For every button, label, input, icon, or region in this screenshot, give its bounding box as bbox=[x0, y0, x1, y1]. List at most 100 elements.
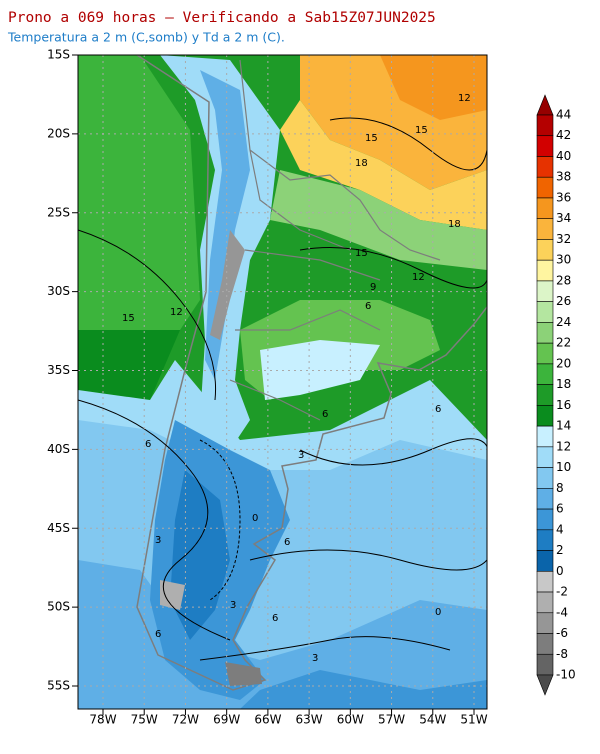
lon-label: 57W bbox=[378, 713, 405, 727]
contour-label: 6 bbox=[284, 537, 290, 548]
lat-label: 40S bbox=[47, 442, 70, 456]
lon-label: 54W bbox=[419, 713, 446, 727]
colorbar-label: 10 bbox=[556, 460, 571, 474]
contour-label: 15 bbox=[415, 125, 428, 136]
colorbar-segment bbox=[536, 384, 554, 406]
colorbar-segment bbox=[536, 135, 554, 157]
colorbar-segment bbox=[536, 197, 554, 220]
colorbar-segment bbox=[536, 156, 554, 178]
colorbar-label: -10 bbox=[556, 668, 576, 682]
colorbar-segment bbox=[536, 114, 554, 137]
contour-label: 6 bbox=[272, 613, 278, 624]
contour-label: 6 bbox=[322, 409, 328, 420]
contour-label: 3 bbox=[312, 653, 318, 664]
colorbar-segment bbox=[536, 550, 554, 572]
colorbar-label: 18 bbox=[556, 377, 571, 391]
colorbar-segment bbox=[536, 322, 554, 344]
contour-label: 15 bbox=[122, 313, 135, 324]
contour-label: 15 bbox=[365, 133, 378, 144]
lat-label: 50S bbox=[47, 600, 70, 614]
colorbar-segment bbox=[536, 301, 554, 323]
contour-label: 12 bbox=[412, 272, 425, 283]
colorbar-label: 0 bbox=[556, 564, 564, 578]
colorbar-label: 36 bbox=[556, 190, 571, 204]
lat-label: 20S bbox=[47, 126, 70, 140]
colorbar-segment bbox=[536, 425, 554, 448]
lat-label: 55S bbox=[47, 679, 70, 693]
colorbar-label: 34 bbox=[556, 211, 571, 225]
colorbar-segment bbox=[536, 280, 554, 302]
colorbar-label: 26 bbox=[556, 294, 571, 308]
contour-label: 18 bbox=[355, 158, 368, 169]
colorbar-segment bbox=[536, 446, 554, 468]
map-frame bbox=[77, 54, 488, 710]
contour-label: 18 bbox=[448, 219, 461, 230]
colorbar-segment bbox=[536, 176, 554, 199]
lon-label: 78W bbox=[89, 713, 116, 727]
colorbar-label: 38 bbox=[556, 170, 571, 184]
lon-label: 63W bbox=[296, 713, 323, 727]
colorbar-segment bbox=[536, 633, 554, 655]
contour-label: 15 bbox=[355, 248, 368, 259]
lon-label: 75W bbox=[131, 713, 158, 727]
contour-label: 12 bbox=[170, 307, 183, 318]
colorbar-label: 22 bbox=[556, 336, 571, 350]
lat-label: 25S bbox=[47, 205, 70, 219]
lat-label: 35S bbox=[47, 363, 70, 377]
colorbar-segment bbox=[536, 591, 554, 614]
colorbar-segment bbox=[536, 570, 554, 593]
colorbar-label: 24 bbox=[556, 315, 571, 329]
colorbar-label: 20 bbox=[556, 356, 571, 370]
contour-label: 6 bbox=[435, 404, 441, 415]
colorbar-segment bbox=[536, 467, 554, 489]
colorbar-label: 42 bbox=[556, 128, 571, 142]
colorbar-label: 14 bbox=[556, 419, 571, 433]
lat-label: 30S bbox=[47, 284, 70, 298]
lon-label: 66W bbox=[254, 713, 281, 727]
contour-label: 0 bbox=[435, 607, 441, 618]
colorbar-label: -8 bbox=[556, 647, 568, 661]
colorbar-label: 6 bbox=[556, 502, 564, 516]
colorbar-label: 8 bbox=[556, 481, 564, 495]
map bbox=[78, 55, 487, 709]
colorbar-segment bbox=[536, 259, 554, 282]
contour-label: 3 bbox=[298, 450, 304, 461]
colorbar-label: 32 bbox=[556, 232, 571, 246]
lon-label: 69W bbox=[213, 713, 240, 727]
colorbar-segment bbox=[536, 218, 554, 240]
lat-label: 15S bbox=[47, 48, 70, 62]
colorbar-segment bbox=[536, 405, 554, 427]
contour-label: 3 bbox=[230, 600, 236, 611]
colorbar-segment bbox=[536, 342, 554, 365]
colorbar-cap bbox=[536, 674, 554, 696]
lon-label: 51W bbox=[460, 713, 487, 727]
colorbar-cap bbox=[536, 94, 554, 116]
colorbar-segment bbox=[536, 508, 554, 531]
contour-label: 3 bbox=[155, 535, 161, 546]
colorbar-label: 4 bbox=[556, 522, 564, 536]
colorbar-label: 2 bbox=[556, 543, 564, 557]
contour-label: 12 bbox=[458, 93, 471, 104]
colorbar-label: 30 bbox=[556, 253, 571, 267]
lon-label: 60W bbox=[337, 713, 364, 727]
contour-label: 6 bbox=[365, 301, 371, 312]
colorbar-label: -2 bbox=[556, 585, 568, 599]
title: Prono a 069 horas — Verificando a Sab15Z… bbox=[8, 10, 436, 26]
lon-label: 72W bbox=[172, 713, 199, 727]
contour-label: 9 bbox=[370, 282, 376, 293]
colorbar-segment bbox=[536, 363, 554, 385]
colorbar-label: 16 bbox=[556, 398, 571, 412]
colorbar-label: -4 bbox=[556, 605, 568, 619]
colorbar-segment bbox=[536, 653, 554, 676]
contour-label: 6 bbox=[145, 439, 151, 450]
colorbar-label: 12 bbox=[556, 439, 571, 453]
colorbar-segment bbox=[536, 529, 554, 551]
colorbar-label: 40 bbox=[556, 149, 571, 163]
subtitle: Temperatura a 2 m (C,somb) y Td a 2 m (C… bbox=[7, 30, 285, 45]
contour-label: 0 bbox=[252, 513, 258, 524]
colorbar-segment bbox=[536, 488, 554, 510]
colorbar-segment bbox=[536, 612, 554, 634]
colorbar-label: 44 bbox=[556, 108, 571, 122]
colorbar-label: 28 bbox=[556, 273, 571, 287]
